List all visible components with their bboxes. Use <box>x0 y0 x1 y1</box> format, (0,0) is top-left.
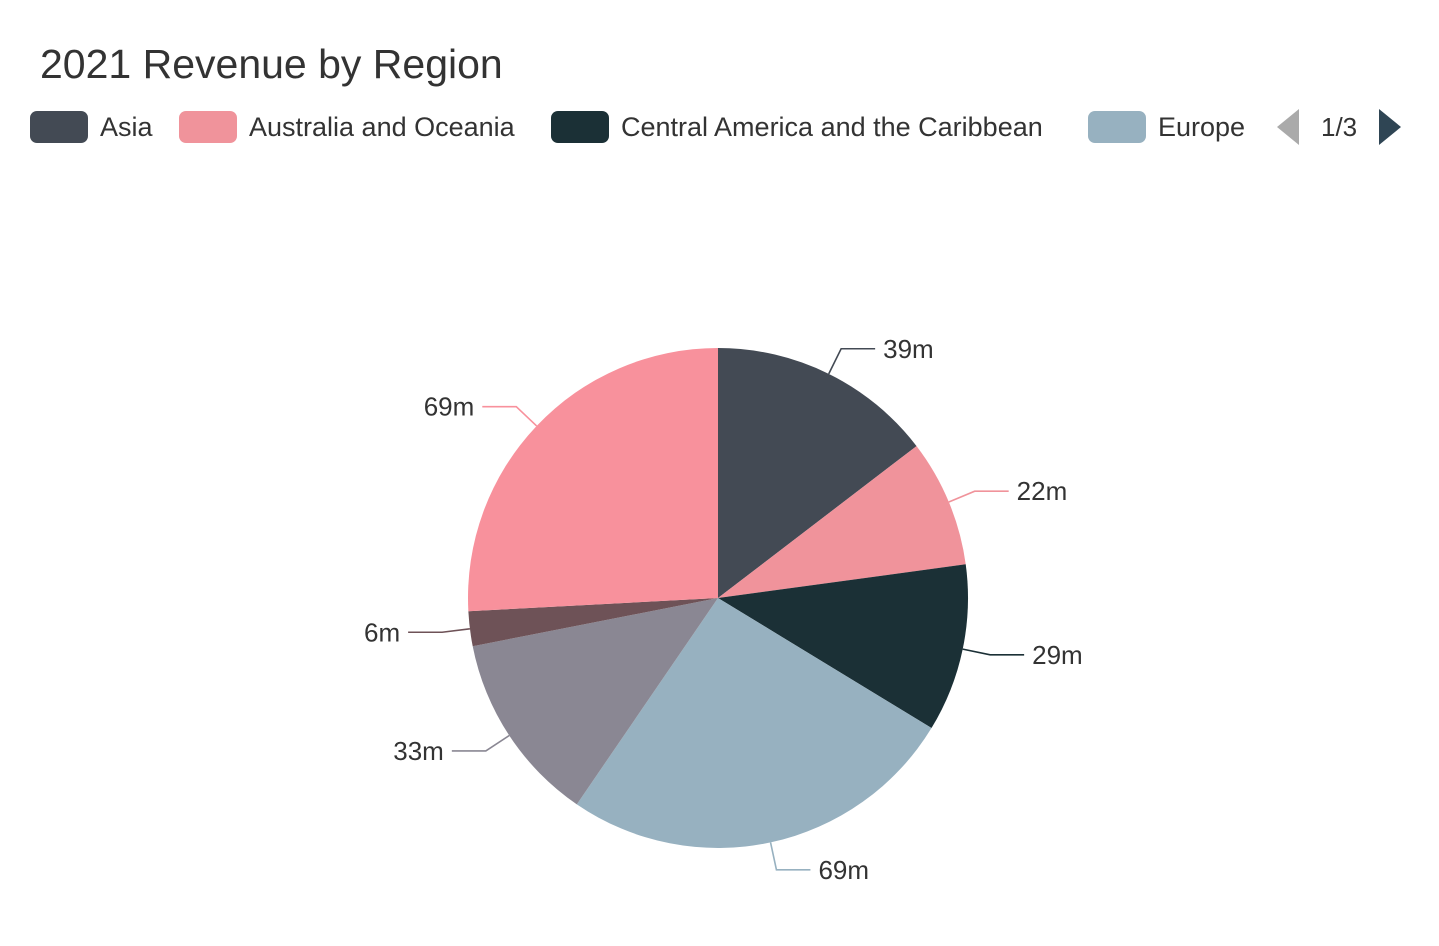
legend-label-australia-and-oceania: Australia and Oceania <box>249 111 515 142</box>
legend-label-europe: Europe <box>1158 111 1246 142</box>
pie-slice[interactable] <box>718 348 917 598</box>
legend-label-central-america-and-the-caribbean: Central America and the Caribbean <box>621 111 1043 142</box>
chart-legend: Asia Australia and Oceania Central Ameri… <box>0 102 1439 152</box>
pie-label-line <box>451 734 510 752</box>
pie-slice[interactable] <box>718 564 968 729</box>
pie-slice[interactable] <box>718 446 966 598</box>
pie-data-label: 22m <box>1017 476 1068 506</box>
pie-label-line <box>482 405 538 427</box>
legend-pager: 1/3 <box>1277 102 1402 152</box>
legend-item-central-america-and-the-caribbean[interactable]: Central America and the Caribbean <box>551 102 1043 152</box>
legend-page-indicator: 1/3 <box>1321 111 1358 142</box>
legend-prev-page-icon[interactable] <box>1277 109 1299 145</box>
pie-slice[interactable] <box>468 598 718 647</box>
pie-data-label: 6m <box>364 617 400 647</box>
legend-next-page-icon[interactable] <box>1379 109 1402 145</box>
pie-slice[interactable] <box>576 598 932 849</box>
pie-data-label: 69m <box>424 392 475 422</box>
legend-swatch-asia <box>30 111 88 143</box>
pie-label-line <box>828 347 876 375</box>
legend-label-asia: Asia <box>100 111 153 142</box>
pie-slice[interactable] <box>468 348 718 612</box>
chart-title: 2021 Revenue by Region <box>40 41 503 87</box>
pie-slice[interactable] <box>472 598 718 805</box>
legend-item-europe[interactable]: Europe <box>1088 102 1245 152</box>
legend-swatch-australia-and-oceania <box>179 111 237 143</box>
legend-item-asia[interactable]: Asia <box>30 102 153 152</box>
pie-label-line <box>769 842 811 871</box>
legend-item-australia-and-oceania[interactable]: Australia and Oceania <box>179 102 515 152</box>
pie-label-line <box>962 648 1025 656</box>
pie-data-label: 69m <box>818 855 869 885</box>
pie-label-line <box>408 628 471 634</box>
legend-swatch-central-america-and-the-caribbean <box>551 111 609 143</box>
pie-data-label: 39m <box>883 334 934 364</box>
legend-swatch-europe <box>1088 111 1146 143</box>
pie-label-line <box>948 490 1009 503</box>
pie-data-label: 33m <box>393 736 444 766</box>
pie-data-label: 29m <box>1032 640 1083 670</box>
